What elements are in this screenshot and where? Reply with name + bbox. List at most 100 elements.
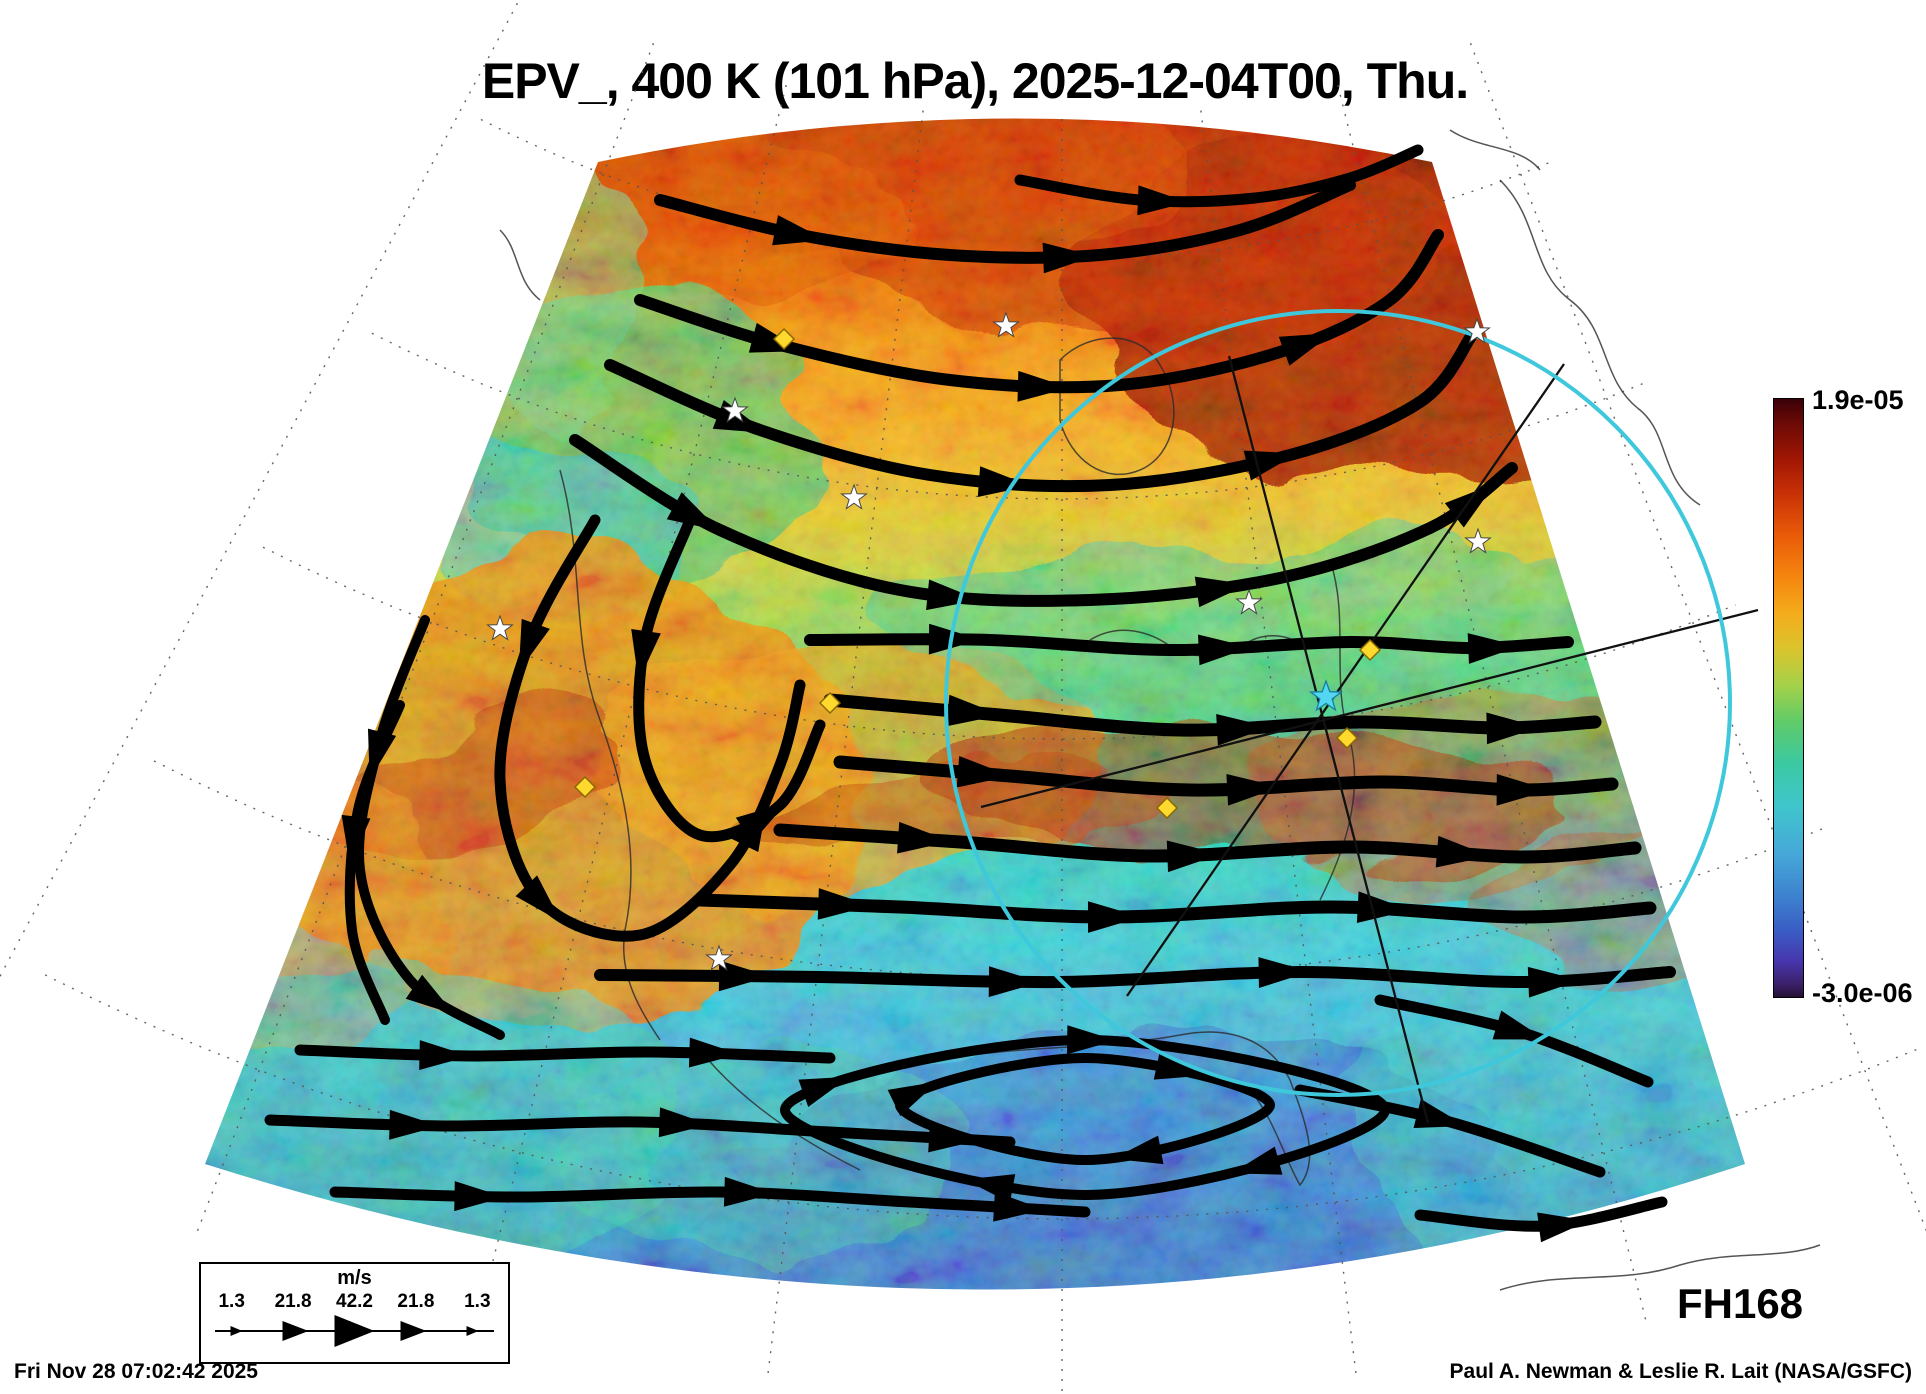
streamline-arrowhead (688, 1037, 740, 1068)
section-line (1227, 355, 1430, 1124)
coastline (1499, 179, 1701, 506)
wind-arrow-glyph (215, 1315, 494, 1347)
streamline (633, 514, 826, 843)
streamline-arrowhead (1527, 966, 1581, 998)
diamond-marker (1335, 726, 1359, 750)
streamline-arrowhead (1153, 1051, 1205, 1080)
streamline-arrowhead (1486, 712, 1540, 745)
colorbar (1773, 398, 1804, 998)
streamline-arrowhead (1496, 774, 1550, 806)
streamline-arrowhead (1278, 333, 1333, 366)
streamline-arrowhead (515, 875, 562, 923)
streamline-arrowhead (1435, 835, 1491, 868)
star-marker (1463, 317, 1491, 344)
overlay-lines (944, 309, 1759, 1124)
streamline (294, 1044, 836, 1064)
wind-speed-legend: m/s 1.3 21.8 42.2 21.8 1.3 (199, 1262, 510, 1364)
creation-timestamp: Fri Nov 28 07:02:42 2025 (14, 1360, 258, 1383)
streamline-arrowhead (419, 1040, 470, 1070)
wind-legend-value: 42.2 (336, 1291, 373, 1312)
streamline-arrowhead (518, 618, 550, 672)
streamline-arrowhead (341, 814, 371, 866)
wind-legend-value: 1.3 (218, 1291, 245, 1312)
streamline (569, 434, 1518, 607)
longitude-line (1200, 110, 1358, 1382)
streamline-arrowhead (666, 492, 720, 531)
star-marker (840, 483, 868, 510)
diamond-marker (1155, 796, 1179, 820)
streamline-arrowhead (389, 1109, 440, 1140)
streamline-arrowhead (718, 960, 771, 992)
coastline (1059, 337, 1175, 476)
diamond-marker (1358, 638, 1382, 662)
streamline-arrowhead (988, 966, 1041, 998)
streamline-arrowhead (723, 1176, 775, 1207)
diamond-marker (573, 775, 597, 799)
wind-legend-value: 1.3 (464, 1291, 491, 1312)
streamline-arrowhead (1537, 1212, 1589, 1243)
streamline-arrowhead (1194, 576, 1249, 608)
range-circle (944, 309, 1732, 1097)
latitude-line (262, 546, 1736, 740)
section-line (980, 608, 1759, 809)
streamline-arrowhead (658, 1107, 710, 1138)
longitude-line (194, 43, 655, 1239)
station-markers (486, 311, 1492, 971)
streamline-arrowhead (977, 466, 1031, 498)
streamline-arrowhead (1017, 370, 1070, 402)
streamline-arrowhead (798, 1076, 850, 1107)
streamline (780, 1035, 1390, 1200)
colorbar-min-label: -3.0e-06 (1812, 978, 1913, 1008)
streamline-arrowhead (897, 821, 952, 854)
streamline-arrowhead (1226, 774, 1281, 806)
streamline-arrowhead (1087, 901, 1142, 933)
streamline-arrowhead (1258, 957, 1311, 988)
streamline-arrowhead (926, 579, 980, 611)
streamline-arrowhead (1112, 1135, 1164, 1165)
diamond-marker (818, 691, 842, 715)
streamline-arrowhead (1137, 185, 1189, 216)
streamline-arrowhead (1042, 242, 1095, 274)
coastline (699, 1049, 861, 1171)
wind-legend-value: 21.8 (274, 1291, 312, 1312)
wind-legend-values: 1.3 21.8 42.2 21.8 1.3 (201, 1291, 508, 1313)
star-marker (486, 614, 514, 641)
streamline-arrowhead (1243, 450, 1298, 481)
coastline (1499, 1244, 1821, 1291)
star-marker (705, 944, 733, 971)
diamond-marker (772, 327, 796, 351)
longitude-line (1337, 84, 1649, 1328)
star-marker (721, 396, 749, 423)
star-marker (992, 311, 1020, 338)
streamline (594, 966, 1676, 989)
streamline-arrowhead (772, 215, 826, 246)
cyan-star-marker (1308, 679, 1344, 712)
star-marker (1464, 527, 1492, 554)
streamline (344, 700, 405, 1025)
wind-streamlines (264, 144, 1676, 1243)
streamline-arrowhead (1492, 1010, 1546, 1040)
coastline (1449, 129, 1541, 171)
credits: Paul A. Newman & Leslie R. Lait (NASA/GS… (1449, 1360, 1912, 1383)
streamline-arrowhead (1197, 634, 1251, 666)
longitude-line (766, 110, 924, 1382)
streamline-arrowhead (1166, 840, 1221, 873)
streamline (1014, 144, 1424, 208)
coastline (499, 229, 541, 301)
longitude-line (475, 84, 787, 1328)
wind-legend-unit: m/s (337, 1267, 372, 1289)
streamline-arrowhead (735, 803, 787, 843)
streamline-arrowhead (1231, 1146, 1283, 1175)
streamline (264, 1114, 1016, 1148)
streamline-arrowhead (1467, 633, 1521, 664)
streamline-arrowhead (1216, 714, 1271, 746)
streamline-arrowhead (946, 694, 1002, 727)
longitude-line (1469, 43, 1926, 1232)
streamline-arrowhead (887, 1081, 938, 1117)
star-marker (1235, 588, 1263, 615)
forecast-hour-label: FH168 (1676, 1280, 1804, 1327)
section-line (1126, 363, 1565, 997)
